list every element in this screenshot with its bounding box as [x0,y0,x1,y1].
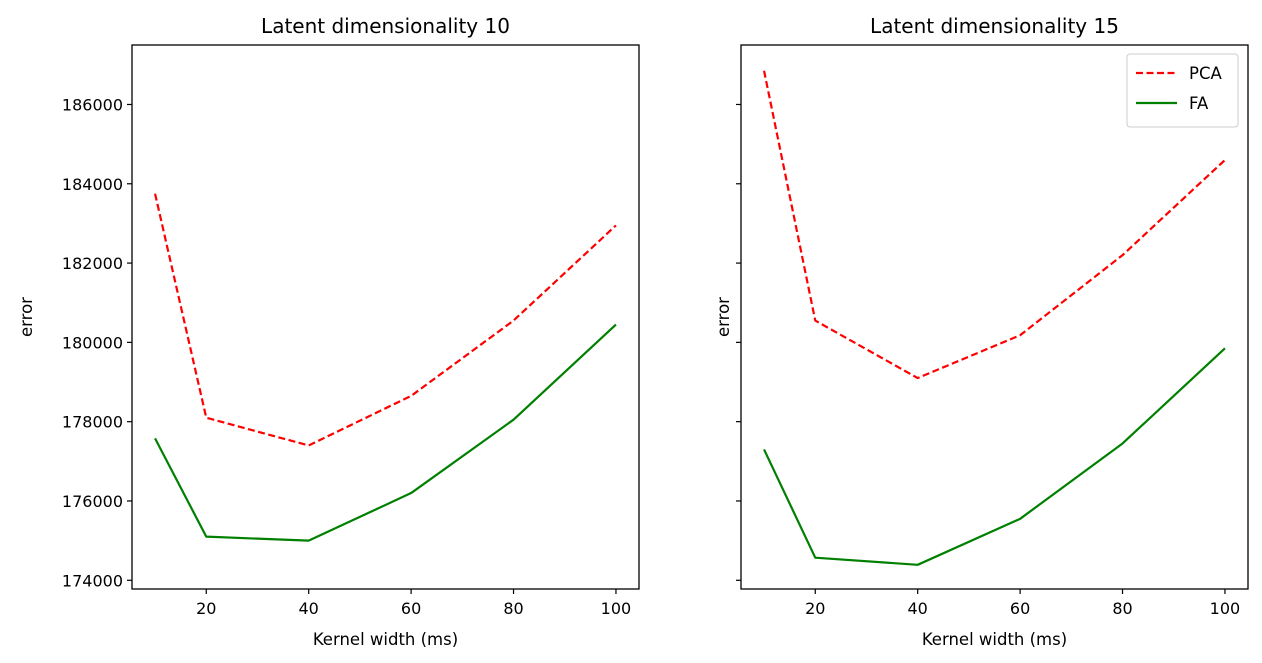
legend-label-pca: PCA [1189,64,1222,83]
y-axis-label: error [17,297,36,337]
legend-label-fa: FA [1189,94,1209,113]
plot-area-frame [740,44,1249,590]
x-axis-label: Kernel width (ms) [922,630,1067,649]
x-axis-label: Kernel width (ms) [313,630,458,649]
x-tick-label: 80 [1112,599,1132,618]
y-tick-label: 182000 [62,254,123,273]
chart-title: Latent dimensionality 15 [870,14,1119,38]
y-tick-label: 184000 [62,175,123,194]
series-line-pca [762,70,1226,380]
x-tick-label: 100 [1210,599,1241,618]
legend: PCA FA [1126,53,1239,128]
series-line-fa [763,347,1226,566]
x-tick-label: 60 [401,599,421,618]
y-tick-label: 180000 [62,333,123,352]
y-axis-label: error [714,297,733,337]
y-tick-label: 178000 [62,413,123,432]
chart-panel-2: 20 40 60 80 100 Latent dimensionality 15 Kerne… [714,14,1249,649]
plot-area-frame [131,44,640,590]
y-tick-label: 174000 [62,571,123,590]
series-line-fa [154,323,617,542]
x-tick-label: 40 [299,599,319,618]
legend-box [1126,53,1239,128]
chart-panel-1: 20 40 60 80 100 174000 176000 178000 180000 18200… [17,14,640,649]
x-tick-label: 80 [503,599,523,618]
y-tick-label: 186000 [62,95,123,114]
x-tick-label: 20 [196,599,216,618]
x-tick-label: 40 [908,599,928,618]
x-tick-label: 100 [601,599,632,618]
y-tick-label: 176000 [62,492,123,511]
series-line-pca [153,193,617,447]
chart-title: Latent dimensionality 10 [261,14,510,38]
x-tick-label: 20 [805,599,825,618]
x-tick-label: 60 [1010,599,1030,618]
